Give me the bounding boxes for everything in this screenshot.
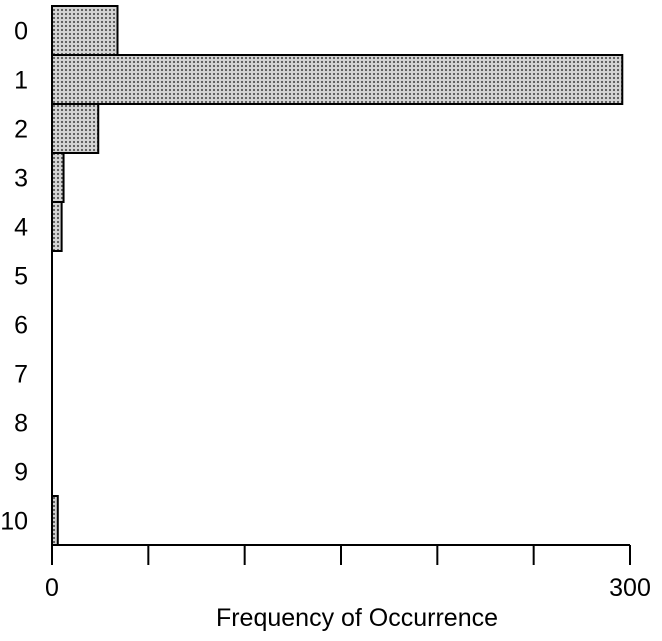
bar-1 (51, 54, 624, 105)
x-tick-label-end-label: 300 (609, 574, 651, 602)
bar-0 (51, 5, 119, 56)
bar-3 (51, 152, 65, 203)
bar-4 (51, 201, 63, 252)
y-tick-label-0: 0 (14, 18, 28, 46)
y-tick-label-10: 10 (0, 508, 28, 536)
y-tick-label-7: 7 (14, 361, 28, 389)
y-tick-label-3: 3 (14, 165, 28, 193)
y-tick-label-4: 4 (14, 214, 28, 242)
y-tick-label-2: 2 (14, 116, 28, 144)
x-axis-title: Frequency of Occurrence (216, 604, 498, 632)
y-tick-labels: 0 1 2 3 4 5 6 7 8 9 10 (0, 18, 28, 536)
y-tick-label-8: 8 (14, 410, 28, 438)
y-tick-label-9: 9 (14, 459, 28, 487)
y-tick-label-1: 1 (14, 67, 28, 95)
y-tick-label-6: 6 (14, 312, 28, 340)
x-ticks: 0 300 (45, 545, 651, 602)
bars-group (51, 5, 624, 546)
y-tick-label-5: 5 (14, 263, 28, 291)
x-tick-label-start-label: 0 (45, 574, 59, 602)
bar-2 (51, 103, 100, 154)
